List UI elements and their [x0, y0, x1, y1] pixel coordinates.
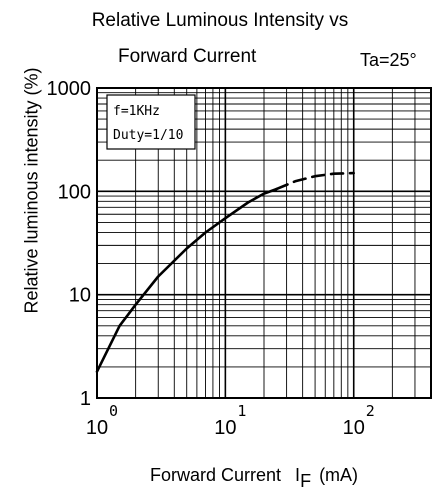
series-line-2: [275, 171, 356, 191]
annotation-box: f=1KHz Duty=1/10: [106, 94, 196, 150]
chart-title-line1: Relative Luminous Intensity vs: [91, 10, 349, 31]
x-tick-base: 10: [86, 417, 108, 439]
annotation-line-2: Duty=1/10: [113, 128, 183, 143]
chart-title-line2: Forward Current: [118, 46, 257, 67]
x-axis-unit: (mA): [319, 465, 359, 485]
x-axis-label: Forward Current IF (mA): [150, 465, 359, 491]
x-tick-exponent: 0: [109, 402, 118, 420]
x-axis-label-text: Forward Current: [150, 465, 282, 485]
x-tick-base: 10: [214, 417, 236, 439]
x-axis-subscript: F: [300, 471, 312, 491]
y-tick-label: 100: [58, 181, 91, 203]
x-tick-exponent: 2: [366, 402, 375, 420]
y-tick-label: 10: [69, 285, 91, 307]
y-tick-label: 1000: [47, 78, 92, 100]
x-tick-base: 10: [343, 417, 365, 439]
condition-label: Ta=25°: [360, 50, 417, 70]
series-line-1: [95, 187, 278, 373]
annotation-line-1: f=1KHz: [113, 104, 160, 119]
plot-frame: [96, 87, 432, 399]
y-tick-labels: 1000 100 10 1: [47, 78, 92, 410]
x-axis-symbol: I: [295, 465, 301, 485]
x-tick-exponent: 1: [237, 402, 246, 420]
series-group: [95, 171, 356, 373]
y-tick-label: 1: [80, 388, 91, 410]
